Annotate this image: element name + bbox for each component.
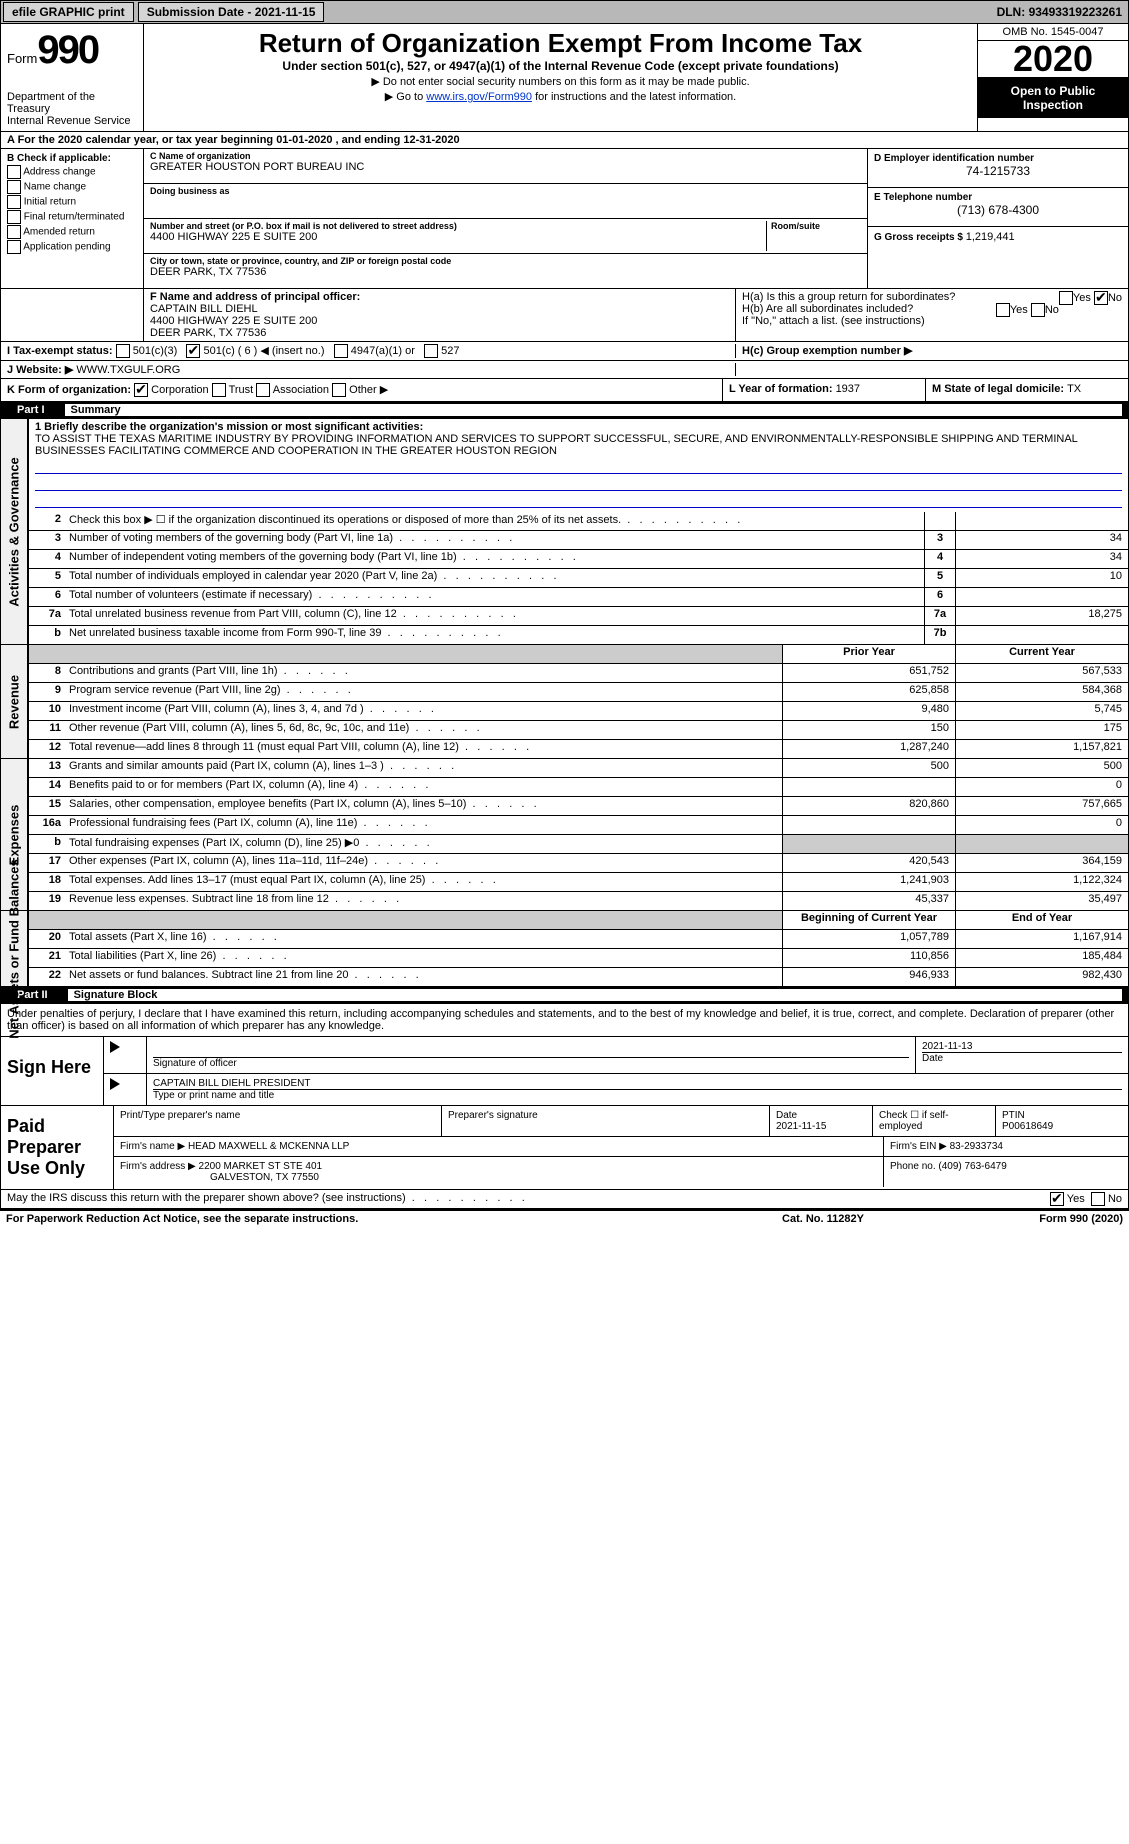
net-assets-section: Net Assets or Fund Balances Beginning of… bbox=[0, 911, 1129, 987]
box-d: D Employer identification number 74-1215… bbox=[867, 149, 1128, 288]
table-row: 12Total revenue—add lines 8 through 11 (… bbox=[29, 740, 1128, 758]
check-application[interactable]: Application pending bbox=[7, 240, 137, 254]
arrow-icon bbox=[110, 1041, 120, 1053]
header-mid: Return of Organization Exempt From Incom… bbox=[144, 24, 977, 131]
table-row: 18Total expenses. Add lines 13–17 (must … bbox=[29, 873, 1128, 892]
table-row: 16aProfessional fundraising fees (Part I… bbox=[29, 816, 1128, 835]
discuss-no-check[interactable] bbox=[1091, 1192, 1105, 1206]
table-row: bTotal fundraising expenses (Part IX, co… bbox=[29, 835, 1128, 854]
table-row: 6Total number of volunteers (estimate if… bbox=[29, 588, 1128, 607]
rev-header-row: Prior Year Current Year bbox=[29, 645, 1128, 664]
table-row: 17Other expenses (Part IX, column (A), l… bbox=[29, 854, 1128, 873]
form-title: Return of Organization Exempt From Incom… bbox=[150, 28, 971, 59]
submission-date-button[interactable]: Submission Date - 2021-11-15 bbox=[138, 2, 325, 22]
row-a: A For the 2020 calendar year, or tax yea… bbox=[0, 132, 1129, 149]
table-row: 2Check this box ▶ ☐ if the organization … bbox=[29, 512, 1128, 531]
page-footer: For Paperwork Reduction Act Notice, see … bbox=[0, 1209, 1129, 1227]
table-row: 3Number of voting members of the governi… bbox=[29, 531, 1128, 550]
hc-cell: H(c) Group exemption number ▶ bbox=[735, 344, 1122, 358]
expenses-section: Expenses 13Grants and similar amounts pa… bbox=[0, 759, 1129, 911]
check-address-change[interactable]: Address change bbox=[7, 165, 137, 179]
efile-button[interactable]: efile GRAPHIC print bbox=[3, 2, 134, 22]
part1-header: Part I Summary bbox=[0, 402, 1129, 419]
table-row: 13Grants and similar amounts paid (Part … bbox=[29, 759, 1128, 778]
box-b: B Check if applicable: Address change Na… bbox=[1, 149, 144, 288]
check-final-return[interactable]: Final return/terminated bbox=[7, 210, 137, 224]
table-row: 8Contributions and grants (Part VIII, li… bbox=[29, 664, 1128, 683]
section-bcd: B Check if applicable: Address change Na… bbox=[0, 149, 1129, 289]
fgh-row: F Name and address of principal officer:… bbox=[0, 289, 1129, 342]
check-name-change[interactable]: Name change bbox=[7, 180, 137, 194]
revenue-section: Revenue Prior Year Current Year 8Contrib… bbox=[0, 645, 1129, 759]
box-c: C Name of organization GREATER HOUSTON P… bbox=[144, 149, 867, 288]
table-row: 4Number of independent voting members of… bbox=[29, 550, 1128, 569]
box-h: H(a) Is this a group return for subordin… bbox=[735, 289, 1128, 341]
sign-here-block: Sign Here Signature of officer 2021-11-1… bbox=[0, 1037, 1129, 1106]
header-left: Form990 Department of the Treasury Inter… bbox=[1, 24, 144, 131]
table-row: 10Investment income (Part VIII, column (… bbox=[29, 702, 1128, 721]
row-klm: K Form of organization: Corporation Trus… bbox=[0, 379, 1129, 402]
box-f: F Name and address of principal officer:… bbox=[144, 289, 735, 341]
topbar: efile GRAPHIC print Submission Date - 20… bbox=[0, 0, 1129, 24]
check-amended[interactable]: Amended return bbox=[7, 225, 137, 239]
arrow-icon bbox=[110, 1078, 120, 1090]
table-row: 14Benefits paid to or for members (Part … bbox=[29, 778, 1128, 797]
table-row: 21Total liabilities (Part X, line 26)110… bbox=[29, 949, 1128, 968]
table-row: 7aTotal unrelated business revenue from … bbox=[29, 607, 1128, 626]
check-initial-return[interactable]: Initial return bbox=[7, 195, 137, 209]
table-row: 19Revenue less expenses. Subtract line 1… bbox=[29, 892, 1128, 910]
form-header: Form990 Department of the Treasury Inter… bbox=[0, 24, 1129, 132]
net-header-row: Beginning of Current Year End of Year bbox=[29, 911, 1128, 930]
penalties-text: Under penalties of perjury, I declare th… bbox=[0, 1004, 1129, 1037]
governance-section: Activities & Governance 1 Briefly descri… bbox=[0, 419, 1129, 645]
table-row: 15Salaries, other compensation, employee… bbox=[29, 797, 1128, 816]
part2-header: Part II Signature Block bbox=[0, 987, 1129, 1004]
table-row: 11Other revenue (Part VIII, column (A), … bbox=[29, 721, 1128, 740]
table-row: 22Net assets or fund balances. Subtract … bbox=[29, 968, 1128, 986]
table-row: bNet unrelated business taxable income f… bbox=[29, 626, 1128, 644]
discuss-yes-check[interactable] bbox=[1050, 1192, 1064, 1206]
row-i: I Tax-exempt status: 501(c)(3) 501(c) ( … bbox=[0, 342, 1129, 361]
table-row: 5Total number of individuals employed in… bbox=[29, 569, 1128, 588]
header-right: OMB No. 1545-0047 2020 Open to Public In… bbox=[977, 24, 1128, 131]
irs-link[interactable]: www.irs.gov/Form990 bbox=[426, 91, 532, 103]
mission-block: 1 Briefly describe the organization's mi… bbox=[29, 419, 1128, 512]
row-j: J Website: ▶ WWW.TXGULF.ORG bbox=[0, 361, 1129, 379]
discuss-row: May the IRS discuss this return with the… bbox=[0, 1190, 1129, 1209]
table-row: 20Total assets (Part X, line 16)1,057,78… bbox=[29, 930, 1128, 949]
paid-preparer-block: Paid Preparer Use Only Print/Type prepar… bbox=[0, 1106, 1129, 1190]
dln-label: DLN: 93493319223261 bbox=[997, 5, 1128, 19]
table-row: 9Program service revenue (Part VIII, lin… bbox=[29, 683, 1128, 702]
